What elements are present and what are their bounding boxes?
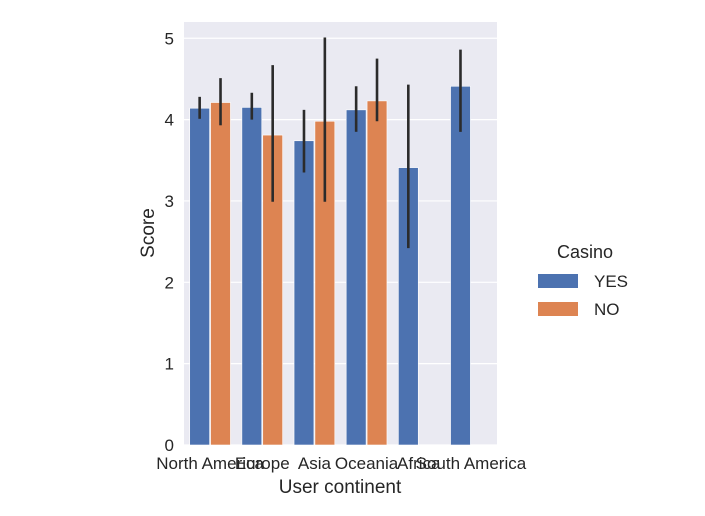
grid-lines [184, 37, 497, 446]
legend: Casino YES NO [538, 242, 628, 319]
bars [189, 85, 471, 446]
y-axis-label: Score [138, 208, 159, 258]
y-tick-label: 3 [165, 192, 174, 211]
y-tick-label: 0 [165, 436, 174, 455]
legend-swatch [538, 274, 578, 288]
y-tick-label: 2 [165, 273, 174, 292]
bar [345, 109, 367, 446]
error-bars [198, 37, 462, 249]
legend-swatch [538, 302, 578, 316]
legend-title: Casino [557, 242, 613, 262]
bar [241, 107, 263, 446]
x-tick-label: Africa [397, 454, 441, 473]
bar [189, 107, 210, 446]
bar [366, 100, 388, 446]
x-tick-label: Oceania [335, 454, 399, 473]
x-tick-label: Asia [298, 454, 332, 473]
legend-label: YES [594, 272, 628, 291]
x-tick-label: North America [156, 454, 264, 473]
y-tick-labels: 0 1 2 3 4 5 [165, 29, 174, 455]
bar [450, 85, 471, 446]
legend-label: NO [594, 300, 620, 319]
y-tick-label: 5 [165, 29, 174, 48]
bar [293, 140, 315, 446]
x-tick-label: Europe [235, 454, 290, 473]
x-axis-label: User continent [279, 477, 402, 498]
legend-items: YES NO [538, 272, 628, 319]
y-tick-label: 1 [165, 355, 174, 374]
bar [210, 102, 231, 446]
x-tick-label: South America [416, 454, 527, 473]
y-tick-label: 4 [165, 111, 174, 130]
plot-background [184, 22, 497, 445]
